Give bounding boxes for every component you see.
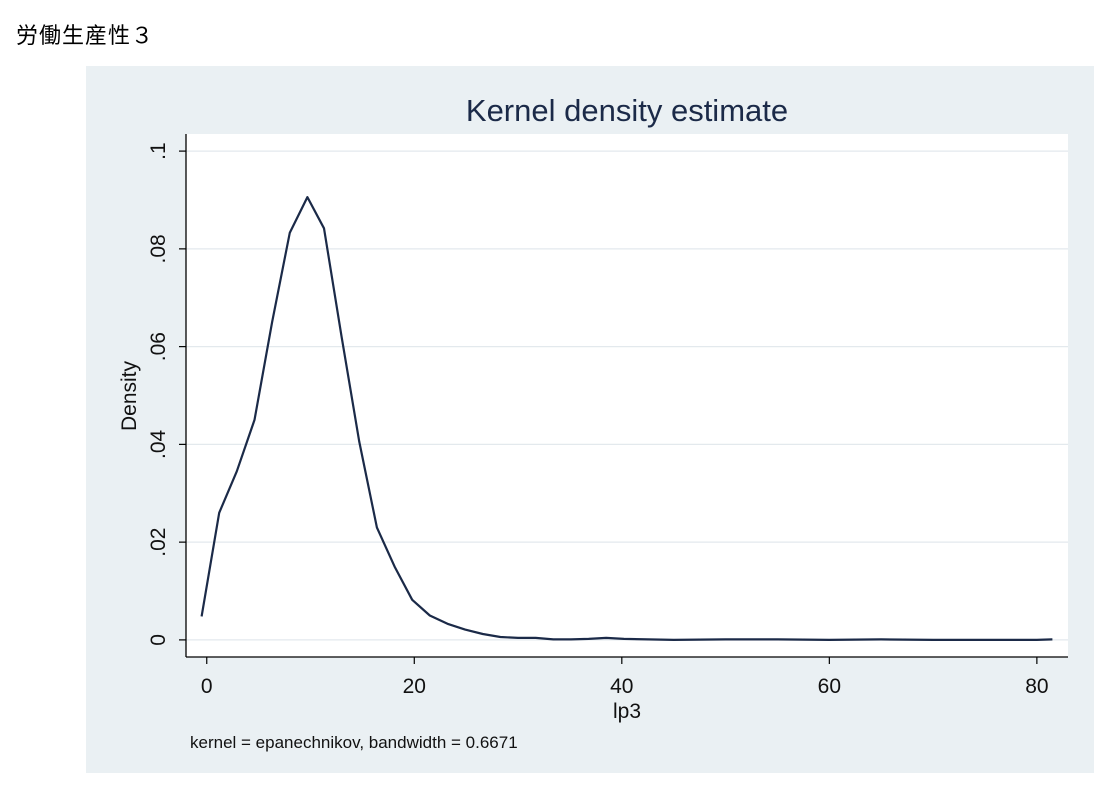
x-axis-title: lp3 [613, 700, 641, 723]
density-series [200, 196, 1053, 642]
y-tick-label: .08 [147, 234, 170, 263]
page-heading: 労働生産性３ [16, 24, 155, 49]
kernel-density-chart: 0 .02 .04 .06 .08 .1 0 20 40 60 80 Kernel density … [118, 93, 1068, 752]
y-tick-label: .02 [147, 528, 170, 557]
x-tick-label: 80 [1025, 675, 1048, 698]
y-tick-label: .04 [147, 429, 170, 459]
axis-ticks: 0 .02 .04 .06 .08 .1 0 20 40 60 80 [147, 142, 1049, 698]
kernel-note: kernel = epanechnikov, bandwidth = 0.667… [190, 733, 518, 752]
density-line [200, 196, 1053, 642]
chart-title: Kernel density estimate [466, 93, 788, 128]
x-tick-label: 0 [201, 675, 213, 698]
graph-panel: 0 .02 .04 .06 .08 .1 0 20 40 60 80 Kernel density … [86, 66, 1094, 773]
y-tick-label: .1 [147, 142, 170, 160]
y-axis-title: Density [118, 360, 141, 431]
x-tick-label: 20 [403, 675, 426, 698]
x-tick-label: 40 [610, 675, 633, 698]
x-tick-label: 60 [818, 675, 841, 698]
y-tick-label: .06 [147, 332, 170, 361]
y-tick-label: 0 [147, 634, 170, 646]
plot-area [186, 134, 1068, 657]
